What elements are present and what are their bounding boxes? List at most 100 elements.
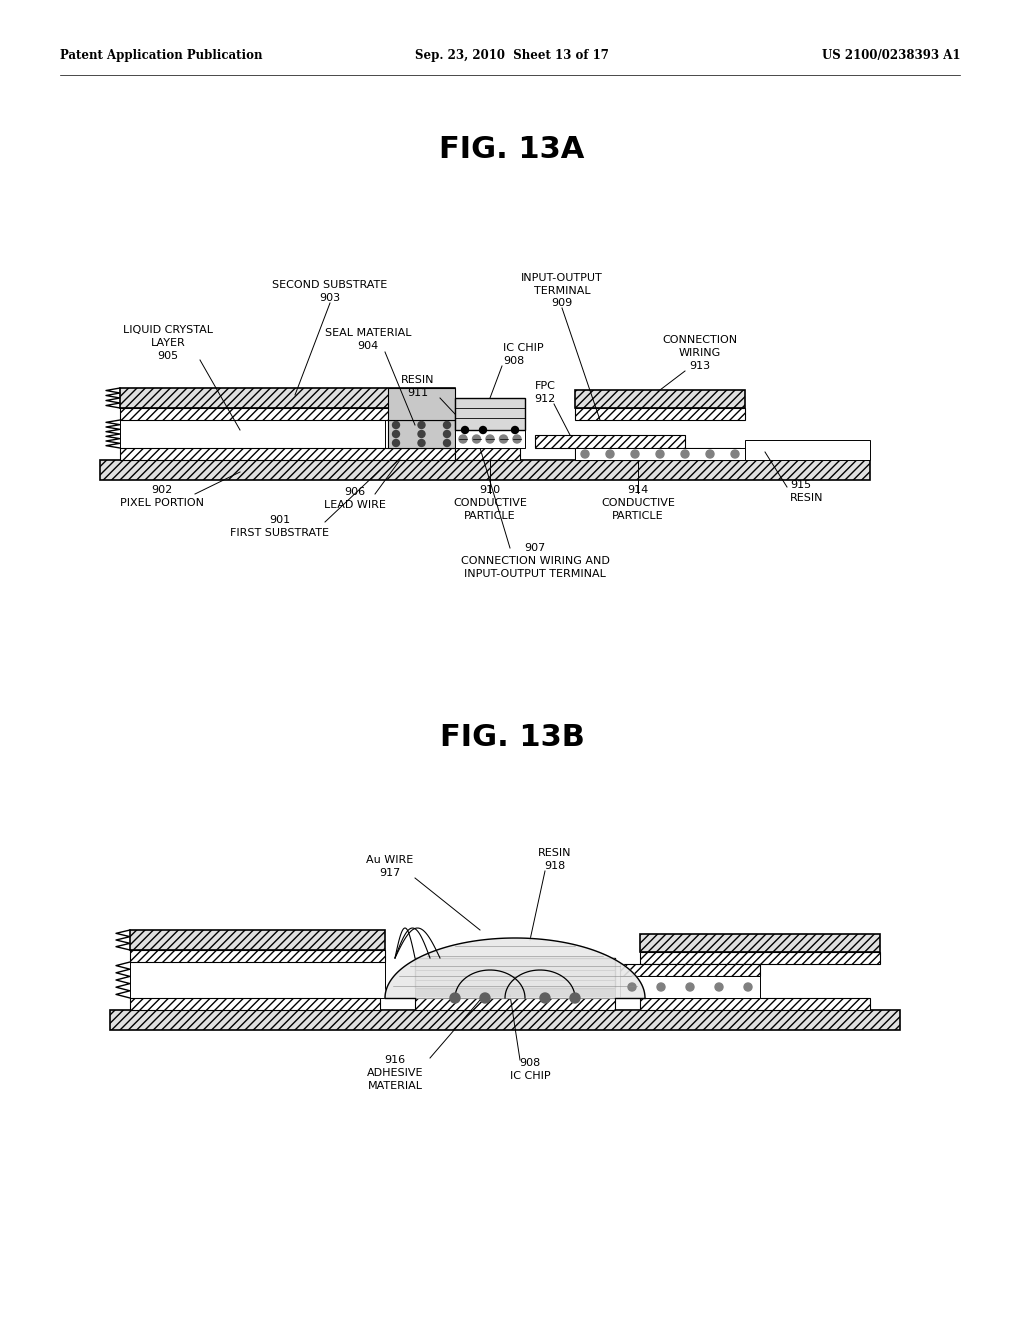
Circle shape xyxy=(486,436,494,444)
Text: Au WIRE: Au WIRE xyxy=(367,855,414,865)
Bar xyxy=(100,459,870,480)
Text: 913: 913 xyxy=(689,360,711,371)
Bar xyxy=(640,952,880,964)
Text: 915: 915 xyxy=(790,480,811,490)
Text: 911: 911 xyxy=(408,388,429,399)
Circle shape xyxy=(570,993,580,1003)
Circle shape xyxy=(500,436,508,444)
Bar xyxy=(415,958,615,987)
Text: MATERIAL: MATERIAL xyxy=(368,1081,423,1092)
Circle shape xyxy=(480,993,490,1003)
Text: FPC: FPC xyxy=(535,381,555,391)
Circle shape xyxy=(606,450,614,458)
Text: CONNECTION WIRING AND: CONNECTION WIRING AND xyxy=(461,556,609,566)
Circle shape xyxy=(628,983,636,991)
Bar xyxy=(130,962,385,998)
Text: US 2100/0238393 A1: US 2100/0238393 A1 xyxy=(821,49,961,62)
Bar xyxy=(120,447,455,459)
Text: FIG. 13A: FIG. 13A xyxy=(439,136,585,165)
Text: SEAL MATERIAL: SEAL MATERIAL xyxy=(325,327,412,338)
Text: 905: 905 xyxy=(158,351,178,360)
Bar xyxy=(575,447,740,459)
Text: 916: 916 xyxy=(384,1055,406,1065)
Text: 901: 901 xyxy=(269,515,291,525)
Text: INPUT-OUTPUT: INPUT-OUTPUT xyxy=(521,273,603,282)
Text: 904: 904 xyxy=(357,341,379,351)
Bar xyxy=(620,975,760,998)
Bar xyxy=(415,987,615,998)
Text: RESIN: RESIN xyxy=(401,375,435,385)
Circle shape xyxy=(443,430,451,437)
Circle shape xyxy=(657,983,665,991)
Bar xyxy=(640,998,870,1010)
Text: WIRING: WIRING xyxy=(679,348,721,358)
Circle shape xyxy=(681,450,689,458)
Circle shape xyxy=(418,430,425,437)
Text: 912: 912 xyxy=(535,393,556,404)
Text: 918: 918 xyxy=(545,861,565,871)
Text: 908: 908 xyxy=(503,356,524,366)
Text: SECOND SUBSTRATE: SECOND SUBSTRATE xyxy=(272,280,388,290)
Bar xyxy=(120,408,455,420)
Text: 914: 914 xyxy=(628,484,648,495)
Bar xyxy=(575,408,745,420)
Circle shape xyxy=(686,983,694,991)
Text: 906: 906 xyxy=(344,487,366,498)
Text: PARTICLE: PARTICLE xyxy=(612,511,664,521)
Circle shape xyxy=(392,430,399,437)
Text: RESIN: RESIN xyxy=(539,847,571,858)
Bar xyxy=(388,420,455,447)
Bar xyxy=(575,389,745,408)
Text: 908: 908 xyxy=(519,1059,541,1068)
Text: 917: 917 xyxy=(379,869,400,878)
Circle shape xyxy=(631,450,639,458)
Bar xyxy=(620,964,760,975)
Text: LEAD WIRE: LEAD WIRE xyxy=(324,500,386,510)
Circle shape xyxy=(443,440,451,446)
Circle shape xyxy=(512,426,518,433)
Text: PIXEL PORTION: PIXEL PORTION xyxy=(120,498,204,508)
Bar xyxy=(640,935,880,952)
Circle shape xyxy=(581,450,589,458)
Text: 907: 907 xyxy=(524,543,546,553)
Text: Sep. 23, 2010  Sheet 13 of 17: Sep. 23, 2010 Sheet 13 of 17 xyxy=(415,49,609,62)
Bar xyxy=(535,436,685,447)
Bar xyxy=(120,420,385,447)
Circle shape xyxy=(450,993,460,1003)
Text: RESIN: RESIN xyxy=(790,492,823,503)
Bar xyxy=(130,998,380,1010)
Text: PARTICLE: PARTICLE xyxy=(464,511,516,521)
Text: FIRST SUBSTRATE: FIRST SUBSTRATE xyxy=(230,528,330,539)
Circle shape xyxy=(731,450,739,458)
Circle shape xyxy=(418,421,425,429)
Text: CONNECTION: CONNECTION xyxy=(663,335,737,345)
Text: TERMINAL: TERMINAL xyxy=(534,286,590,296)
Circle shape xyxy=(418,440,425,446)
Bar xyxy=(110,1010,900,1030)
Text: 902: 902 xyxy=(152,484,173,495)
Text: FIG. 13B: FIG. 13B xyxy=(439,723,585,752)
Circle shape xyxy=(462,426,469,433)
Polygon shape xyxy=(385,939,645,998)
Circle shape xyxy=(715,983,723,991)
Bar xyxy=(415,998,615,1010)
Bar xyxy=(455,399,525,430)
Circle shape xyxy=(392,440,399,446)
Text: INPUT-OUTPUT TERMINAL: INPUT-OUTPUT TERMINAL xyxy=(464,569,606,579)
Text: IC CHIP: IC CHIP xyxy=(510,1071,550,1081)
Circle shape xyxy=(479,426,486,433)
Text: 903: 903 xyxy=(319,293,341,304)
Circle shape xyxy=(744,983,752,991)
Bar xyxy=(575,447,745,459)
Bar xyxy=(120,388,455,408)
Circle shape xyxy=(513,436,521,444)
Text: LIQUID CRYSTAL: LIQUID CRYSTAL xyxy=(123,325,213,335)
Circle shape xyxy=(706,450,714,458)
Text: ADHESIVE: ADHESIVE xyxy=(367,1068,423,1078)
Text: 910: 910 xyxy=(479,484,501,495)
Bar xyxy=(455,430,525,447)
Bar xyxy=(130,931,385,950)
Circle shape xyxy=(392,421,399,429)
Circle shape xyxy=(540,993,550,1003)
Text: IC CHIP: IC CHIP xyxy=(503,343,544,352)
